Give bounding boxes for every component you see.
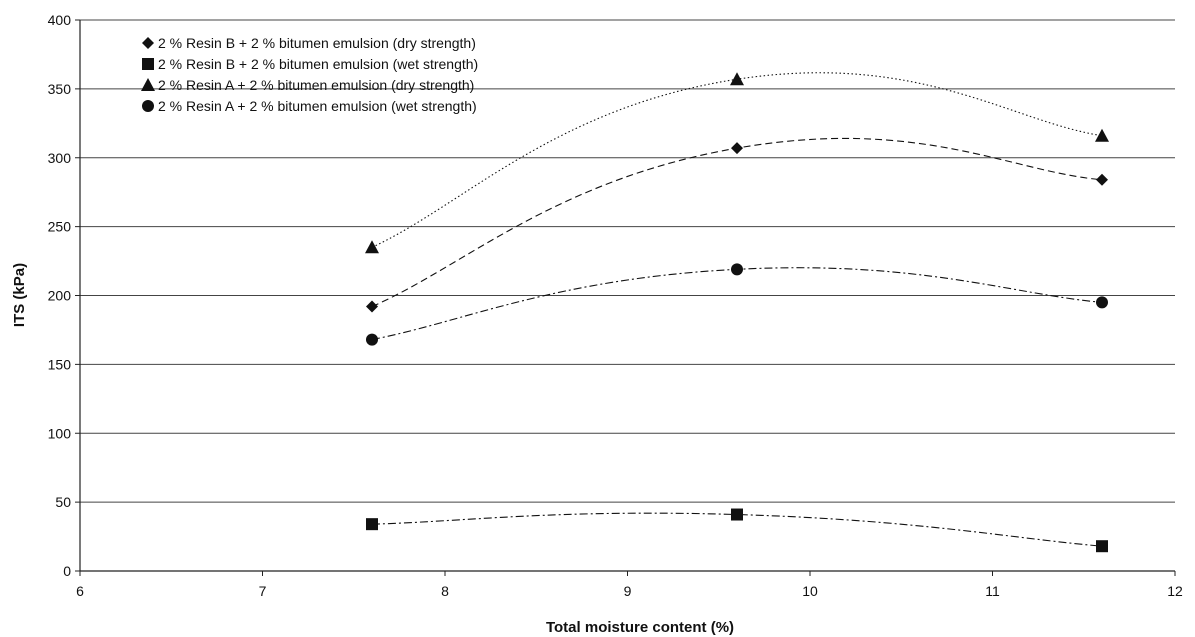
data-point-diamond-3	[1096, 174, 1108, 186]
x-tick-label: 11	[985, 583, 1000, 599]
data-point-square-2	[731, 509, 743, 521]
x-tick-label: 9	[624, 583, 632, 599]
y-tick-label: 150	[48, 356, 72, 372]
legend-marker-circle	[142, 100, 154, 112]
x-tick-label: 12	[1167, 583, 1183, 599]
y-tick-label: 300	[48, 150, 72, 166]
series-line-1	[372, 138, 1102, 306]
data-point-triangle-3	[1095, 129, 1109, 142]
data-point-square-3	[1096, 540, 1108, 552]
data-point-circle-1	[366, 334, 378, 346]
y-tick-label: 400	[48, 12, 72, 28]
y-tick-label: 250	[48, 219, 72, 235]
legend-marker-square	[142, 58, 154, 70]
data-point-diamond-1	[366, 301, 378, 313]
y-tick-label: 200	[48, 288, 72, 304]
data-point-circle-3	[1096, 296, 1108, 308]
data-markers	[365, 72, 1109, 552]
y-tick-label: 350	[48, 81, 72, 97]
y-tick-label: 50	[55, 494, 71, 510]
x-axis-title: Total moisture content (%)	[546, 619, 734, 636]
data-point-circle-2	[731, 263, 743, 275]
legend-label: 2 % Resin B + 2 % bitumen emulsion (dry …	[158, 35, 476, 51]
x-tick-label: 7	[259, 583, 267, 599]
legend-marker-diamond	[142, 37, 154, 49]
x-tick-label: 6	[76, 583, 84, 599]
y-axis-title: ITS (kPa)	[11, 263, 28, 327]
legend-label: 2 % Resin A + 2 % bitumen emulsion (dry …	[158, 77, 474, 93]
legend-label: 2 % Resin A + 2 % bitumen emulsion (wet …	[158, 98, 477, 114]
y-tick-label: 0	[63, 563, 71, 579]
data-point-diamond-2	[731, 142, 743, 154]
series-line-4	[372, 268, 1102, 340]
y-tick-label: 100	[48, 425, 72, 441]
x-tick-label: 10	[802, 583, 818, 599]
series-line-3	[372, 73, 1102, 248]
data-point-triangle-1	[365, 240, 379, 253]
data-point-square-1	[366, 518, 378, 530]
legend-label: 2 % Resin B + 2 % bitumen emulsion (wet …	[158, 56, 478, 72]
legend-marker-triangle	[141, 78, 155, 91]
x-tick-label: 8	[441, 583, 449, 599]
data-point-triangle-2	[730, 72, 744, 85]
legend: 2 % Resin B + 2 % bitumen emulsion (dry …	[141, 35, 478, 114]
